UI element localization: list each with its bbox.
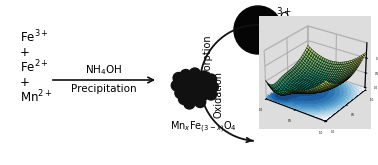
Text: As$_2$O$_3$: As$_2$O$_3$ (326, 96, 360, 110)
Text: As$_2$O$_5$: As$_2$O$_5$ (260, 10, 296, 26)
Circle shape (175, 87, 186, 99)
Circle shape (187, 92, 198, 103)
Circle shape (195, 97, 206, 108)
Circle shape (184, 98, 195, 109)
Text: Precipitation: Precipitation (71, 84, 137, 94)
Circle shape (178, 94, 189, 104)
Text: Oxidation: Oxidation (213, 71, 223, 118)
Text: Mn$_x$Fe$_{(3-x)}$O$_4$: Mn$_x$Fe$_{(3-x)}$O$_4$ (170, 119, 237, 135)
Circle shape (173, 72, 184, 83)
Circle shape (198, 79, 209, 89)
Circle shape (171, 80, 182, 91)
Text: As$^{3+}$: As$^{3+}$ (260, 7, 291, 23)
Circle shape (207, 82, 218, 93)
Text: +: + (20, 76, 30, 88)
Circle shape (197, 90, 208, 101)
Text: Fe$^{2+}$: Fe$^{2+}$ (20, 59, 49, 75)
Circle shape (189, 76, 200, 86)
Circle shape (184, 84, 195, 96)
Circle shape (206, 74, 217, 85)
Circle shape (206, 89, 217, 100)
Text: Mn$^{2+}$: Mn$^{2+}$ (20, 89, 53, 105)
Text: Adsorption: Adsorption (203, 35, 213, 87)
Text: NH$_4$OH: NH$_4$OH (85, 63, 122, 77)
Circle shape (193, 83, 204, 94)
Circle shape (180, 77, 191, 88)
Circle shape (202, 86, 213, 97)
Circle shape (180, 69, 191, 81)
Circle shape (198, 71, 209, 82)
Circle shape (189, 68, 200, 79)
Text: +: + (20, 46, 30, 59)
Circle shape (234, 6, 282, 54)
Text: Fe$^{3+}$: Fe$^{3+}$ (20, 29, 49, 45)
